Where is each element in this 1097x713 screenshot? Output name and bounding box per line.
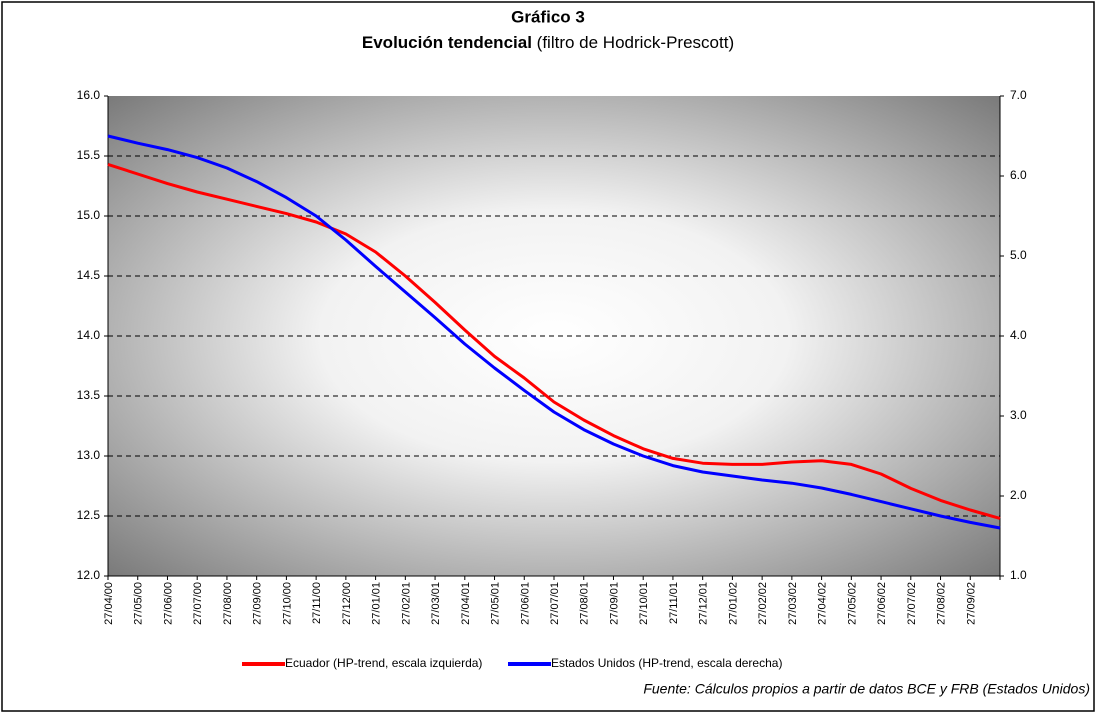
x-tick-label: 27/06/00 (162, 582, 174, 625)
x-tick-label: 27/10/01 (638, 582, 650, 625)
y-tick-label: 13.5 (77, 388, 101, 402)
x-tick-label: 27/09/01 (608, 582, 620, 625)
y-tick-label: 14.5 (77, 268, 101, 282)
x-tick-label: 27/09/02 (965, 582, 977, 625)
y-tick-label: 13.0 (77, 448, 101, 462)
source: Fuente: Cálculos propios a partir de dat… (643, 681, 1090, 697)
y2-tick-label: 2.0 (1010, 488, 1027, 502)
chart-subtitle: Evolución tendencial (filtro de Hodrick-… (362, 33, 734, 52)
x-tick-label: 27/01/02 (727, 582, 739, 625)
x-tick-label: 27/02/01 (400, 582, 412, 625)
x-tick-label: 27/04/01 (460, 582, 472, 625)
y2-tick-label: 6.0 (1010, 168, 1027, 182)
y2-tick-label: 4.0 (1010, 328, 1027, 342)
subtitle-note: (filtro de Hodrick-Prescott) (537, 33, 734, 52)
series-line (107, 162, 1001, 520)
x-tick-label: 27/08/00 (222, 582, 234, 625)
y-tick-label: 12.5 (77, 508, 101, 522)
x-tick-label: 27/08/02 (936, 582, 948, 625)
x-tick-label: 27/07/00 (192, 582, 204, 625)
x-tick-label: 27/04/02 (817, 582, 829, 625)
x-tick-label: 27/05/01 (490, 582, 502, 625)
y-tick-label: 16.0 (77, 88, 101, 102)
chart-title: Gráfico 3 (511, 7, 585, 26)
y2-tick-label: 1.0 (1010, 568, 1027, 582)
x-tick-label: 27/12/01 (698, 582, 710, 625)
x-tick-label: 27/10/00 (281, 582, 293, 625)
x-tick-label: 27/05/00 (133, 582, 145, 625)
x-tick-label: 27/05/02 (846, 582, 858, 625)
legend-label: Ecuador (HP-trend, escala izquierda) (285, 656, 482, 670)
legend-label: Estados Unidos (HP-trend, escala derecha… (551, 656, 782, 670)
x-tick-label: 27/03/01 (430, 582, 442, 625)
y2-tick-label: 5.0 (1010, 248, 1027, 262)
y-tick-label: 14.0 (77, 328, 101, 342)
x-tick-label: 27/07/01 (549, 582, 561, 625)
x-tick-label: 27/02/02 (757, 582, 769, 625)
x-tick-label: 27/09/00 (252, 582, 264, 625)
y-tick-label: 15.5 (77, 148, 101, 162)
x-tick-label: 27/01/01 (371, 582, 383, 625)
x-tick-label: 27/06/02 (876, 582, 888, 625)
y2-tick-label: 3.0 (1010, 408, 1027, 422)
subtitle: Evolución tendencial (362, 33, 532, 52)
x-tick-label: 27/04/00 (103, 582, 115, 625)
x-tick-label: 27/03/02 (787, 582, 799, 625)
y2-tick-label: 7.0 (1010, 88, 1027, 102)
y-tick-label: 12.0 (77, 568, 101, 582)
x-tick-label: 27/11/00 (311, 582, 323, 624)
x-tick-label: 27/08/01 (579, 582, 591, 625)
y-tick-label: 15.0 (77, 208, 101, 222)
x-tick-label: 27/12/00 (341, 582, 353, 625)
x-tick-label: 27/11/01 (668, 582, 680, 624)
series-line (107, 134, 1001, 530)
x-tick-label: 27/06/01 (519, 582, 531, 625)
x-tick-label: 27/07/02 (906, 582, 918, 625)
